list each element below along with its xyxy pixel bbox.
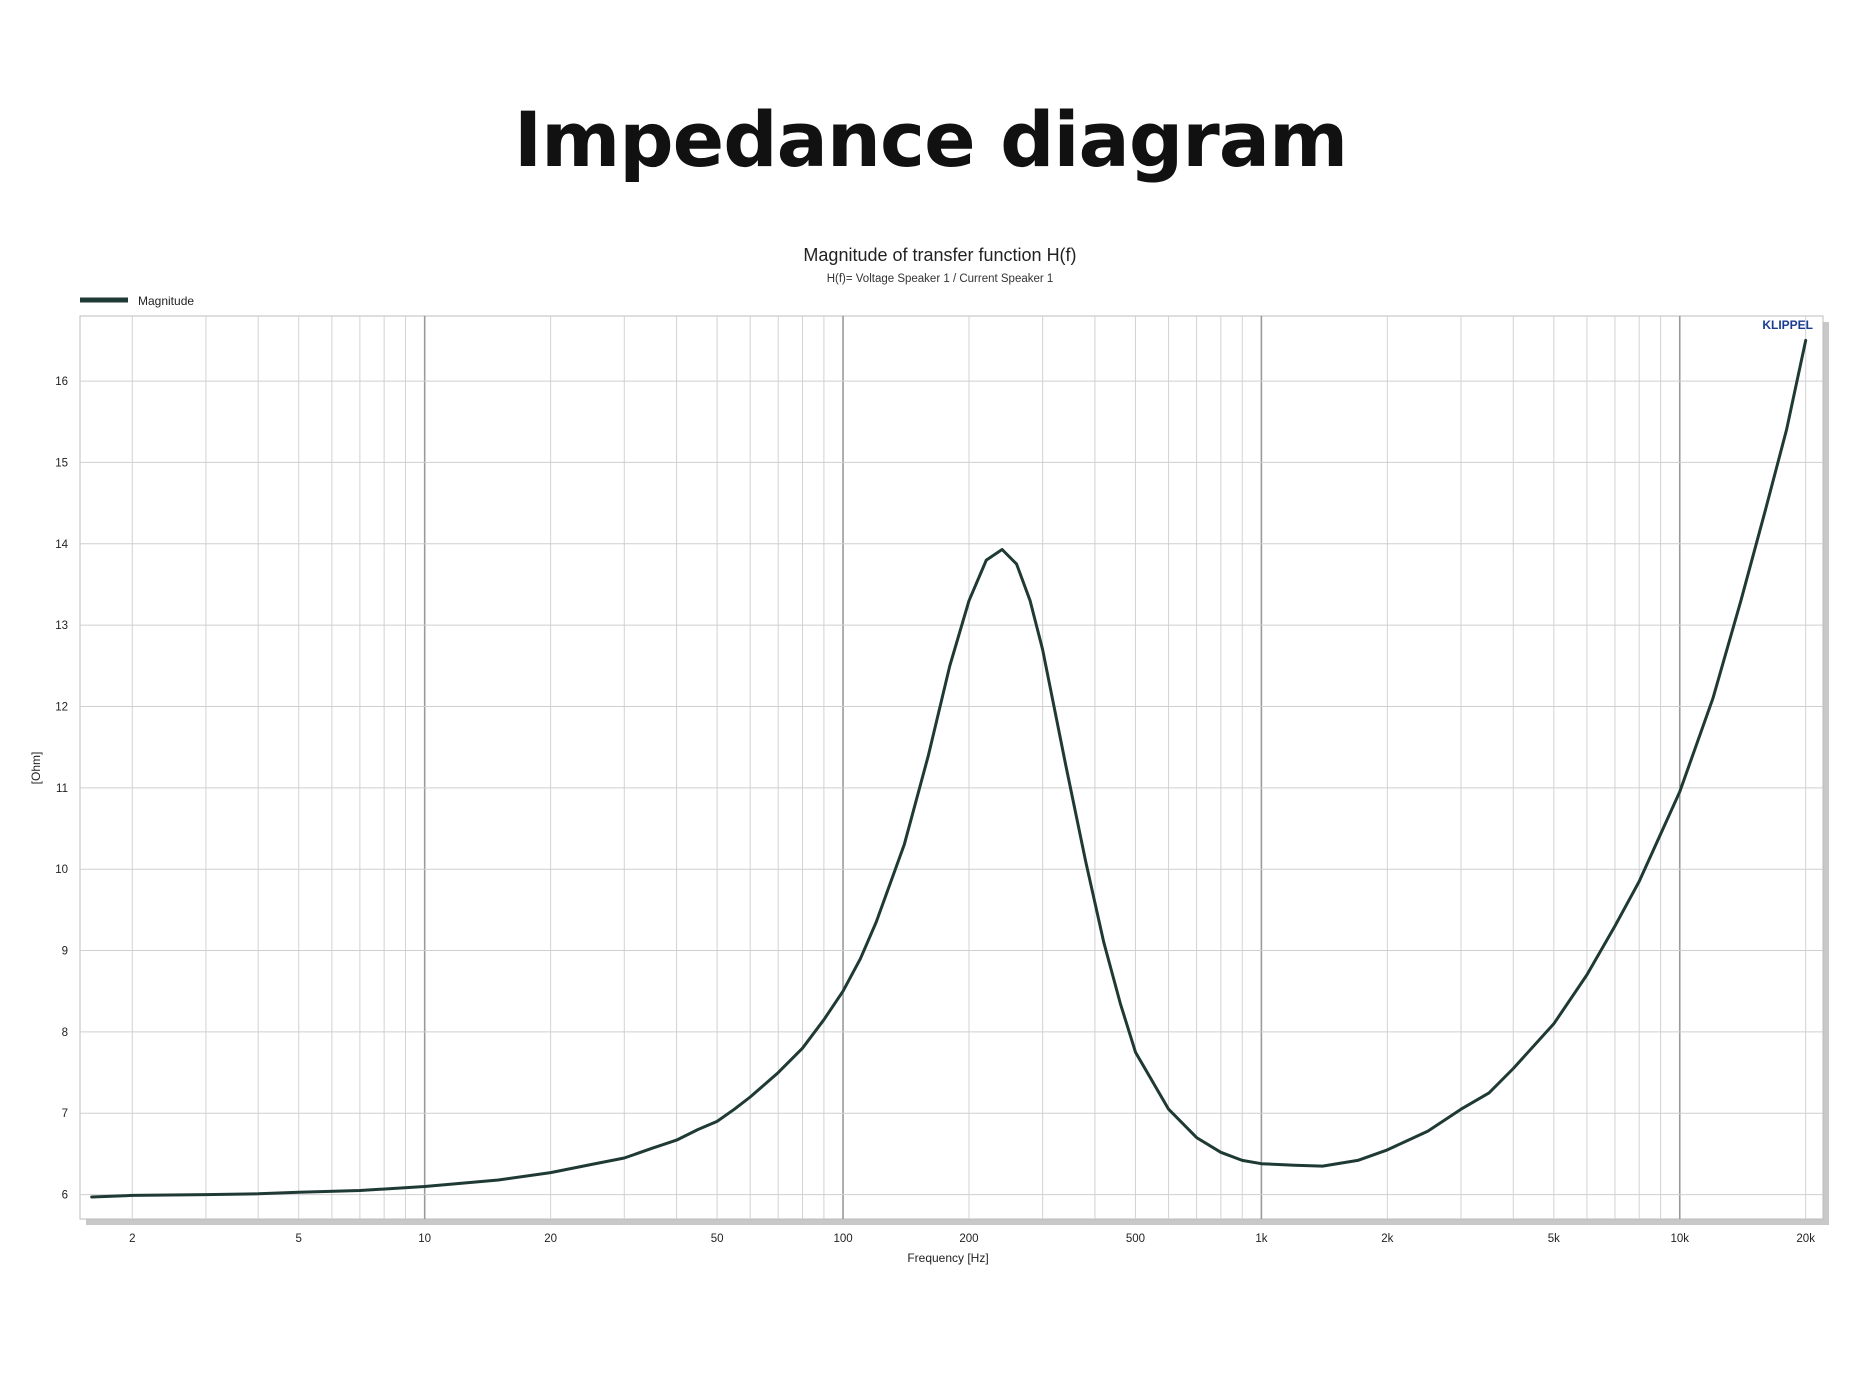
grid — [80, 316, 1823, 1219]
legend: Magnitude — [80, 294, 194, 308]
y-tick-label: 7 — [62, 1108, 68, 1120]
chart-title: Magnitude of transfer function H(f) — [803, 245, 1076, 265]
brand-label: KLIPPEL — [1762, 318, 1813, 332]
y-tick-label: 11 — [56, 783, 68, 795]
plot-area — [79, 315, 1824, 1220]
x-tick-label: 100 — [833, 1233, 852, 1245]
x-tick-label: 2k — [1381, 1233, 1393, 1245]
y-tick-label: 12 — [55, 701, 68, 713]
x-tick-label: 20 — [544, 1233, 557, 1245]
page-title: Impedance diagram — [513, 95, 1348, 184]
x-tick-label: 1k — [1255, 1233, 1267, 1245]
y-tick-label: 13 — [55, 620, 68, 632]
y-tick-label: 15 — [55, 457, 68, 469]
y-tick-label: 14 — [55, 539, 68, 551]
x-tick-label: 10 — [418, 1233, 431, 1245]
x-tick-label: 50 — [711, 1233, 724, 1245]
x-tick-label: 5k — [1548, 1233, 1560, 1245]
y-axis-ticks: 6 7 8 9 10 11 12 13 14 15 16 — [55, 376, 68, 1202]
x-tick-label: 5 — [296, 1233, 302, 1245]
x-axis-label: Frequency [Hz] — [907, 1251, 988, 1265]
y-tick-label: 16 — [55, 376, 68, 388]
y-tick-label: 9 — [62, 946, 68, 958]
y-tick-label: 10 — [55, 864, 68, 876]
magnitude-line — [90, 338, 1808, 1199]
legend-label: Magnitude — [138, 294, 194, 308]
y-tick-label: 8 — [62, 1027, 68, 1039]
x-tick-label: 2 — [129, 1233, 135, 1245]
chart-subtitle: H(f)= Voltage Speaker 1 / Current Speake… — [827, 273, 1054, 285]
x-tick-label: 10k — [1670, 1233, 1689, 1245]
x-axis-ticks: 2 5 10 20 50 100 200 500 1k 2k 5k 10k 20k — [129, 1233, 1815, 1245]
x-tick-label: 200 — [959, 1233, 978, 1245]
x-tick-label: 500 — [1126, 1233, 1145, 1245]
y-axis-label: [Ohm] — [29, 752, 43, 785]
y-tick-label: 6 — [62, 1190, 68, 1202]
x-tick-label: 20k — [1796, 1233, 1815, 1245]
